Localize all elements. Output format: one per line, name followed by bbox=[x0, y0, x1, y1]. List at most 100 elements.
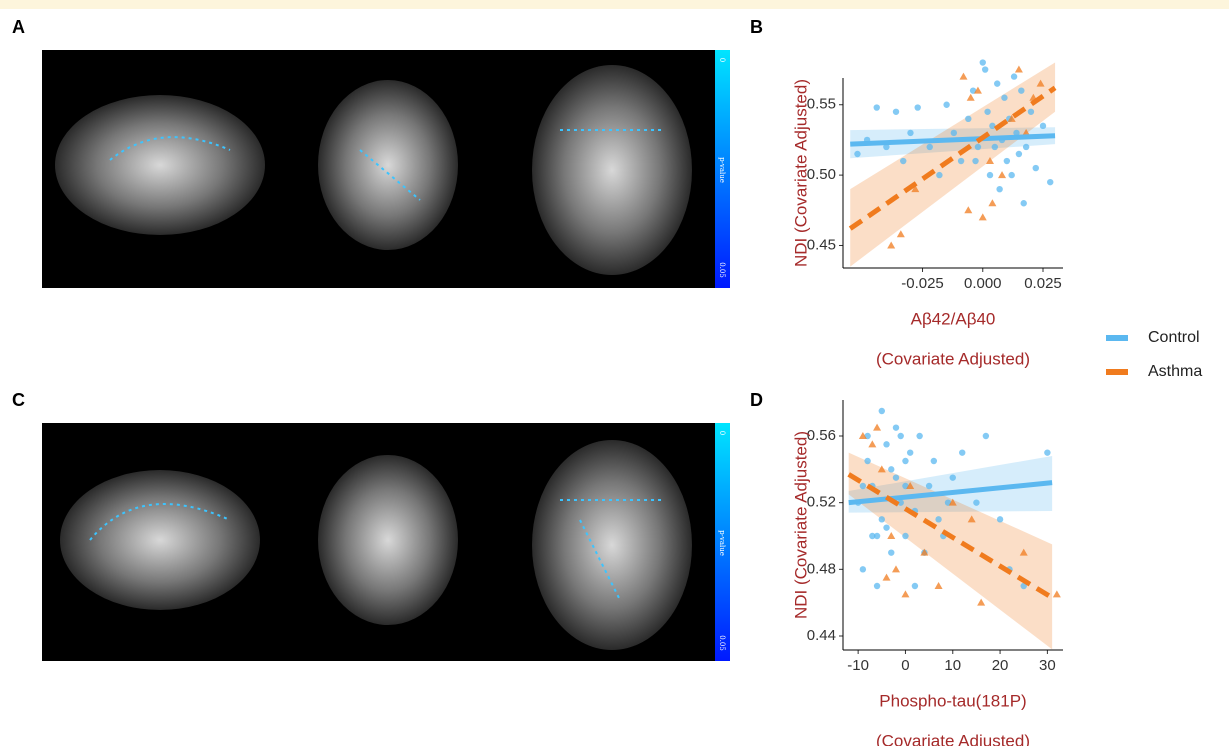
point bbox=[965, 116, 971, 122]
y-tick-label: 0.44 bbox=[807, 627, 836, 644]
point bbox=[873, 424, 881, 431]
point bbox=[982, 66, 988, 72]
colorbar-top: 0 bbox=[718, 58, 726, 62]
point bbox=[879, 408, 885, 414]
point bbox=[1028, 109, 1034, 115]
legend-label: Control bbox=[1148, 329, 1200, 346]
point bbox=[898, 433, 904, 439]
colorbar-label: p-value bbox=[718, 530, 726, 556]
point bbox=[964, 206, 972, 213]
panel-label: B bbox=[750, 17, 763, 37]
point bbox=[893, 109, 899, 115]
point bbox=[888, 466, 894, 472]
point bbox=[902, 533, 908, 539]
point bbox=[979, 213, 987, 220]
panel-label: D bbox=[750, 390, 763, 410]
point bbox=[996, 186, 1002, 192]
point bbox=[936, 172, 942, 178]
point bbox=[983, 433, 989, 439]
point bbox=[912, 583, 918, 589]
point bbox=[907, 130, 913, 136]
point bbox=[887, 241, 895, 248]
point bbox=[975, 144, 981, 150]
colorbar-bottom: 0.05 bbox=[718, 262, 726, 278]
point bbox=[883, 524, 889, 530]
point bbox=[927, 144, 933, 150]
x-axis-label: (Covariate Adjusted) bbox=[876, 349, 1030, 368]
point bbox=[943, 102, 949, 108]
point bbox=[1047, 179, 1053, 185]
y-tick-label: 0.45 bbox=[807, 236, 836, 253]
point bbox=[926, 483, 932, 489]
point bbox=[888, 549, 894, 555]
y-axis-label: NDI (Covariate Adjusted) bbox=[791, 431, 810, 619]
point bbox=[994, 80, 1000, 86]
y-tick-label: 0.55 bbox=[807, 96, 836, 113]
point bbox=[1008, 172, 1014, 178]
x-axis-label: Phospho-tau(181P) bbox=[879, 691, 1026, 710]
point bbox=[931, 458, 937, 464]
x-axis-label: (Covariate Adjusted) bbox=[876, 731, 1030, 746]
point bbox=[887, 532, 895, 539]
y-tick-label: 0.48 bbox=[807, 560, 836, 577]
point bbox=[892, 565, 900, 572]
y-tick-label: 0.52 bbox=[807, 494, 836, 511]
point bbox=[860, 483, 866, 489]
point bbox=[893, 424, 899, 430]
point bbox=[869, 533, 875, 539]
point bbox=[907, 449, 913, 455]
top-strip bbox=[0, 0, 1229, 9]
x-tick-label: 10 bbox=[944, 657, 961, 674]
point bbox=[914, 104, 920, 110]
point bbox=[874, 104, 880, 110]
point bbox=[1016, 151, 1022, 157]
x-tick-label: 0.025 bbox=[1024, 275, 1062, 292]
point bbox=[989, 123, 995, 129]
x-tick-label: 20 bbox=[992, 657, 1009, 674]
y-tick-label: 0.56 bbox=[807, 427, 836, 444]
point bbox=[860, 566, 866, 572]
y-tick-label: 0.50 bbox=[807, 166, 836, 183]
confidence-band bbox=[850, 63, 1055, 267]
point bbox=[1044, 449, 1050, 455]
point bbox=[998, 171, 1006, 178]
page: {"panel_labels":["A","B","C","D"], "brai… bbox=[0, 0, 1229, 751]
point bbox=[1033, 165, 1039, 171]
point bbox=[984, 109, 990, 115]
point bbox=[967, 94, 975, 101]
point bbox=[874, 583, 880, 589]
x-tick-label: 0.000 bbox=[964, 275, 1002, 292]
point bbox=[883, 441, 889, 447]
point bbox=[916, 433, 922, 439]
point bbox=[992, 144, 998, 150]
x-tick-label: -10 bbox=[847, 657, 869, 674]
point bbox=[854, 151, 860, 157]
point bbox=[868, 440, 876, 447]
brain-panel-c bbox=[42, 423, 730, 661]
point bbox=[977, 599, 985, 606]
point bbox=[1053, 590, 1061, 597]
brain-panel-a bbox=[42, 50, 730, 288]
point bbox=[1040, 123, 1046, 129]
point bbox=[1001, 95, 1007, 101]
point bbox=[864, 458, 870, 464]
point bbox=[1011, 73, 1017, 79]
panel-label: C bbox=[12, 390, 25, 410]
point bbox=[897, 230, 905, 237]
point bbox=[935, 516, 941, 522]
point bbox=[959, 449, 965, 455]
point bbox=[1015, 66, 1023, 73]
panel-label: A bbox=[12, 17, 25, 37]
point bbox=[1023, 144, 1029, 150]
point bbox=[950, 474, 956, 480]
point bbox=[988, 199, 996, 206]
x-tick-label: 30 bbox=[1039, 657, 1056, 674]
point bbox=[893, 474, 899, 480]
legend-label: Asthma bbox=[1148, 363, 1202, 380]
point bbox=[951, 130, 957, 136]
point bbox=[902, 458, 908, 464]
point bbox=[959, 73, 967, 80]
point bbox=[980, 59, 986, 65]
x-axis-label: Aβ42/Aβ40 bbox=[911, 309, 996, 328]
point bbox=[973, 499, 979, 505]
